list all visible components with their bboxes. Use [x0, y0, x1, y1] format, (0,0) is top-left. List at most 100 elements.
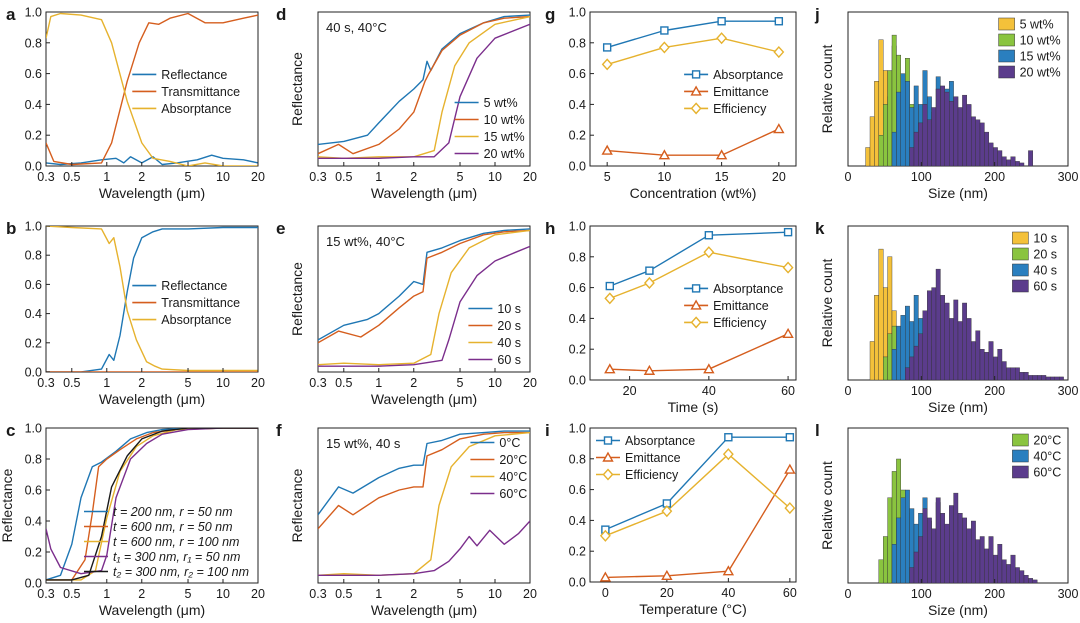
legend-k: 10 s 20 s 40 s 60 s [1012, 232, 1057, 294]
panel-letter-k: k [815, 219, 825, 238]
hist-bar-j-3 [966, 104, 972, 166]
legend-marker-h-0 [691, 284, 701, 293]
data-point-g-1 [773, 123, 785, 134]
y-tick-label-i: 0.8 [569, 452, 586, 466]
x-axis-label-d: Wavelength (μm) [371, 185, 477, 201]
y-tick-label-c: 0.6 [25, 484, 42, 498]
panel-letter-j: j [814, 5, 820, 24]
series-line-b-0 [46, 226, 258, 372]
hist-bar-l-2 [913, 551, 919, 583]
y-tick-label-b: 0.6 [25, 278, 42, 292]
hist-bar-j-3 [1019, 162, 1025, 166]
series-line-c-0 [46, 428, 258, 581]
y-tick-label-h: 0.0 [569, 374, 586, 388]
hist-bar-k-3 [931, 287, 937, 380]
y-tick-label-g: 0.4 [569, 98, 586, 112]
legend-label-c-4: t₂ = 300 nm, r₂ = 100 nm [113, 565, 249, 579]
panel-g: g 5 10 15 20 0.0 0.2 0.4 0.6 0.8 1.0 Concentration … [545, 5, 797, 201]
hist-bar-l-2 [971, 520, 976, 583]
series-line-i-0 [605, 436, 790, 531]
data-point-i-2 [784, 502, 796, 515]
x-tick-label-f: 0.5 [335, 587, 352, 601]
x-tick-label-f: 0.3 [309, 587, 326, 601]
y-tick-label-i: 0.2 [569, 545, 586, 559]
legend-marker-i-0 [603, 436, 613, 445]
hist-bar-l-2 [1032, 579, 1038, 583]
legend-label-e-3: 60 s [497, 353, 521, 367]
hist-bar-k-3 [1006, 367, 1012, 380]
hist-bar-j-3 [913, 131, 919, 166]
legend-marker-h-1 [690, 299, 702, 310]
hist-bar-j-3 [949, 101, 954, 166]
data-point-i-1 [599, 571, 612, 582]
hist-bar-l-2 [975, 539, 981, 583]
series-line-c-3 [46, 428, 258, 575]
x-tick-label-e: 0.3 [309, 376, 326, 390]
series-line-e-1 [318, 229, 530, 344]
hist-bar-k-3 [1015, 367, 1020, 380]
legend-d: 5 wt% 10 wt% 15 wt% 20 wt% [454, 96, 525, 161]
legend-label-g-1: Emittance [713, 85, 769, 99]
y-tick-label-b: 1.0 [25, 220, 42, 234]
x-tick-label-j: 300 [1058, 170, 1079, 184]
hist-bar-k-3 [940, 295, 946, 380]
x-tick-label-k: 100 [911, 384, 932, 398]
legend-label-j-0: 5 wt% [1020, 18, 1054, 32]
hist-bar-l-2 [957, 513, 963, 583]
x-axis-label-b: Wavelength (μm) [99, 391, 205, 407]
hist-bar-k-3 [971, 341, 976, 380]
legend-label-a-0: Reflectance [161, 68, 227, 82]
legend-label-i-0: Absorptance [625, 434, 695, 448]
data-point-g-2 [716, 32, 728, 45]
legend-label-l-2: 60°C [1033, 466, 1061, 480]
plot-frame-a [45, 11, 259, 167]
x-tick-label-f: 1 [375, 587, 382, 601]
panel-e: e 0.3 0.5 1 2 5 10 20 Wavelength (μm) Reflectance… [276, 219, 537, 407]
x-axis-label-l: Size (nm) [928, 602, 988, 618]
hist-bar-j-1 [883, 104, 888, 166]
x-axis-label-e: Wavelength (μm) [371, 391, 477, 407]
legend-swatch-j-1 [998, 33, 1015, 47]
y-tick-label-b: 0.4 [25, 307, 42, 321]
legend-label-b-1: Transmittance [161, 296, 240, 310]
x-tick-label-c: 2 [138, 587, 145, 601]
legend-i: Absorptance Emittance Efficiency [596, 434, 695, 482]
legend-label-b-2: Absorptance [161, 313, 231, 327]
hist-bar-k-3 [1054, 376, 1060, 380]
legend-label-j-1: 10 wt% [1020, 34, 1061, 48]
series-line-h-0 [609, 231, 789, 287]
hist-bar-j-3 [1006, 159, 1012, 166]
legend-swatch-k-0 [1012, 231, 1029, 245]
panel-letter-c: c [6, 421, 15, 440]
hist-bar-j-0 [865, 147, 871, 166]
legend-label-g-2: Efficiency [713, 102, 767, 116]
data-point-i-0 [785, 433, 795, 442]
legend-label-d-1: 10 wt% [484, 113, 525, 127]
y-tick-label-i: 0.0 [569, 576, 586, 590]
hist-bar-j-3 [1028, 150, 1034, 166]
y-axis-label-c: Reflectance [0, 468, 15, 542]
x-tick-label-d: 0.3 [309, 170, 326, 184]
panel-a: a 0.3 0.5 1 2 5 10 20 0.0 0.2 0.4 0.6 0.8 1.0 Waveleng… [6, 5, 265, 201]
legend-label-d-3: 20 wt% [484, 147, 525, 161]
hist-bar-l-2 [1019, 570, 1025, 583]
hist-bar-l-0 [878, 559, 884, 583]
x-tick-label-d: 20 [523, 170, 537, 184]
panel-l: l 0 100 200 300 Size (nm) Relative count 20°C 40… [815, 421, 1078, 618]
hist-bar-j-3 [1001, 156, 1007, 166]
series-line-e-0 [318, 228, 530, 341]
panel-letter-b: b [6, 219, 16, 238]
legend-label-b-0: Reflectance [161, 279, 227, 293]
y-tick-label-c: 0.2 [25, 546, 42, 560]
x-tick-label-g: 10 [657, 170, 671, 184]
series-line-i-2 [605, 453, 791, 537]
x-tick-label-h: 40 [702, 384, 716, 398]
x-tick-label-c: 10 [216, 587, 230, 601]
hist-bar-l-2 [931, 528, 937, 583]
hist-bar-j-3 [1015, 161, 1020, 166]
x-tick-label-c: 0.5 [63, 587, 80, 601]
x-tick-label-b: 20 [251, 376, 265, 390]
hist-bar-l-2 [918, 536, 924, 583]
hist-bar-k-3 [1058, 376, 1064, 380]
x-tick-label-a: 10 [216, 170, 230, 184]
